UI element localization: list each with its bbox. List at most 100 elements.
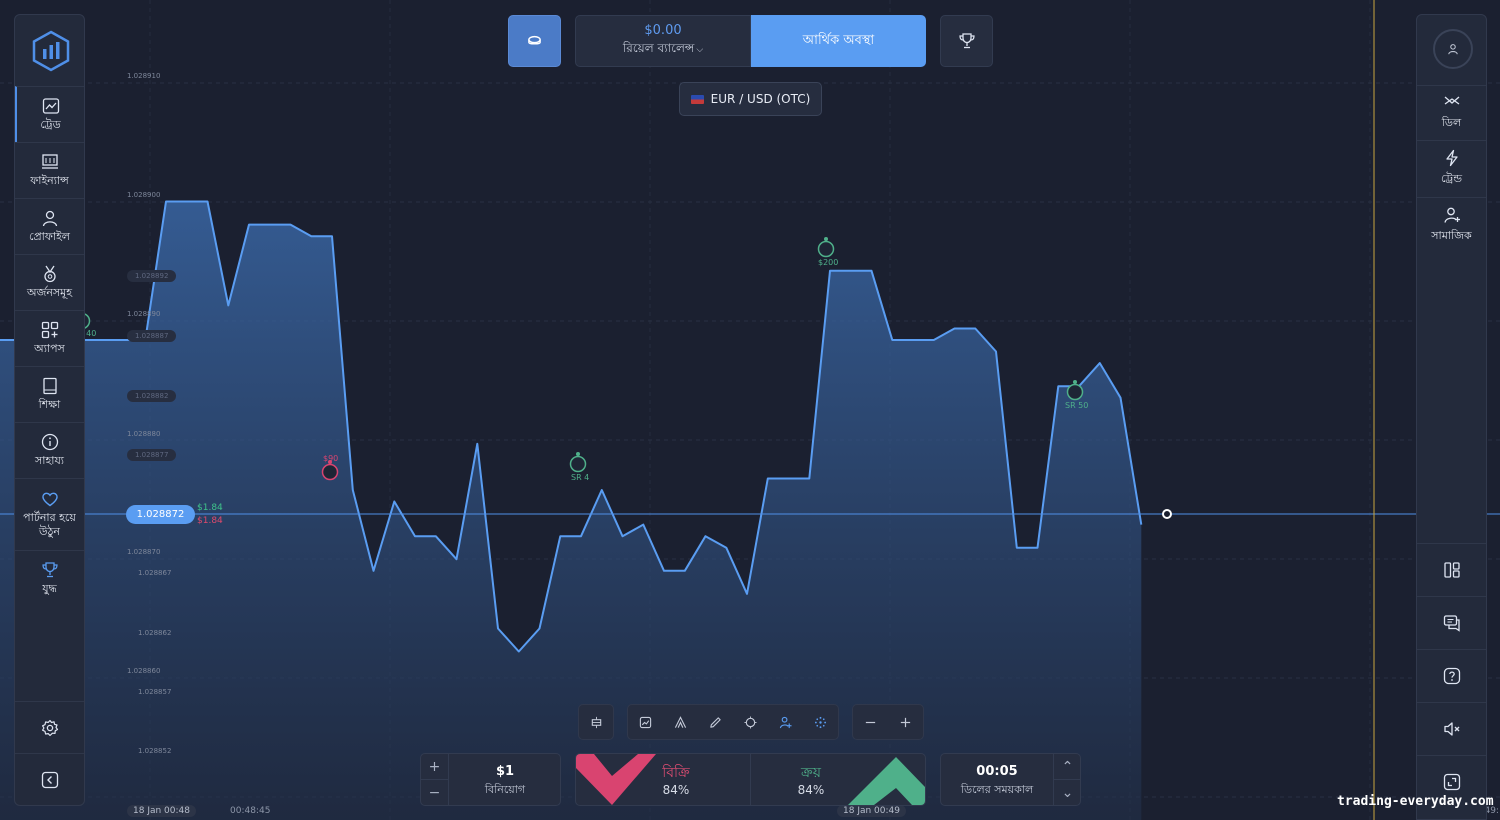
sidebar-item-apps[interactable]: অ্যাপস <box>15 310 84 366</box>
trade-marker <box>1066 380 1084 401</box>
collapse-icon <box>41 771 58 788</box>
layout-button[interactable] <box>1417 543 1486 596</box>
sell-arrow-icon <box>576 754 656 805</box>
y-axis-label: 1.028890 <box>127 310 161 318</box>
indicators-button[interactable] <box>671 712 691 732</box>
sidebar-item-trade[interactable]: ট্রেড <box>15 86 84 142</box>
sell-percent: 84% <box>662 783 690 797</box>
question-icon <box>1443 667 1460 685</box>
y-axis-pill: 1.028892 <box>127 270 177 282</box>
sidebar-item-battle[interactable]: যুদ্ধ <box>15 550 84 606</box>
plus-icon <box>900 717 911 727</box>
time-label: 18 Jan 00:49 <box>837 805 906 817</box>
candles-icon <box>591 716 601 728</box>
user-add-icon <box>779 716 792 728</box>
chart-type-group <box>578 704 614 740</box>
price-line <box>0 200 1143 653</box>
collapse-sidebar-button[interactable] <box>15 753 84 805</box>
duration-value[interactable]: 00:05 <box>976 764 1018 779</box>
chat-icon <box>1443 615 1460 632</box>
buy-percent: 84% <box>797 783 825 797</box>
sidebar-item-education[interactable]: শিক্ষা <box>15 366 84 422</box>
duration-decrease-button[interactable]: ⌄ <box>1061 784 1074 801</box>
chevron-down-icon: ⌵ <box>696 44 704 55</box>
fullscreen-button[interactable] <box>1417 755 1486 808</box>
watermark: trading-everyday.com <box>1337 794 1494 809</box>
right-item-label: ডিল <box>1441 116 1462 129</box>
sell-button[interactable]: বিক্রি 84% <box>576 754 751 805</box>
investment-value[interactable]: $1 <box>495 764 515 779</box>
area-chart-icon <box>639 716 652 728</box>
investment-stepper: + − <box>421 754 449 805</box>
sparkle-icon <box>814 716 827 728</box>
y-axis-pill: 1.028877 <box>127 449 177 461</box>
heart-icon <box>41 492 58 507</box>
loss-indicator: $1.84 <box>197 516 223 526</box>
medal-icon <box>43 265 56 283</box>
chart-tools-group <box>627 704 839 740</box>
balance-type: রিয়েল ব্যালেন্স ⌵ <box>622 40 704 55</box>
trophy-icon <box>41 562 58 578</box>
profile-icon <box>42 210 57 227</box>
support-button[interactable] <box>1417 649 1486 702</box>
quick-deposit-button[interactable] <box>508 15 561 67</box>
right-item-deals[interactable]: ডিল <box>1417 85 1486 140</box>
lightning-icon <box>1445 149 1458 167</box>
y-axis-pill: 1.028887 <box>127 330 177 342</box>
sidebar-item-label: প্রোফাইল <box>28 230 70 243</box>
trade-buttons: বিক্রি 84% ক্রয় 84% <box>575 753 926 806</box>
balance-selector[interactable]: $0.00 রিয়েল ব্যালেন্স ⌵ <box>575 15 751 67</box>
duration-box: 00:05 ডিলের সময়কাল ⌃ ⌄ <box>940 753 1081 806</box>
crosshair-button[interactable] <box>741 712 761 732</box>
investment-decrease-button[interactable]: − <box>428 784 441 801</box>
time-label: 18 Jan 00:48 <box>127 805 196 817</box>
logo-icon[interactable] <box>29 29 73 73</box>
chat-button[interactable] <box>1417 596 1486 649</box>
right-item-social[interactable]: সামাজিক <box>1417 197 1486 253</box>
zoom-out-button[interactable] <box>861 712 881 732</box>
market-sentiment-button[interactable] <box>811 712 831 732</box>
sidebar-item-partner[interactable]: পার্টনার হয়ে উঠুন <box>15 478 84 550</box>
finance-icon <box>41 154 58 169</box>
y-axis-label: 1.028860 <box>127 667 161 675</box>
marker-label: SR 4 <box>571 473 590 482</box>
settings-button[interactable] <box>15 701 84 753</box>
buy-button[interactable]: ক্রয় 84% <box>751 754 925 805</box>
right-item-trends[interactable]: ট্রেন্ড <box>1417 140 1486 197</box>
duration-increase-button[interactable]: ⌃ <box>1054 754 1081 780</box>
info-icon <box>41 433 58 451</box>
asset-pair-label: EUR / USD (OTC) <box>710 92 811 106</box>
chart-icon <box>42 98 59 114</box>
minus-icon <box>865 721 876 723</box>
sidebar-item-achievements[interactable]: অর্জনসমূহ <box>15 254 84 310</box>
sidebar-item-finance[interactable]: ফাইন্যান্স <box>15 142 84 198</box>
sidebar-item-help[interactable]: সাহায্য <box>15 422 84 478</box>
user-avatar[interactable] <box>1433 29 1473 69</box>
trophy-icon <box>958 33 975 49</box>
candles-button[interactable] <box>586 712 606 732</box>
pencil-icon <box>710 716 721 728</box>
investment-label: বিনিয়োগ <box>484 783 526 796</box>
book-icon <box>42 377 57 395</box>
y-axis-label: 1.028910 <box>127 72 161 80</box>
crosshair-icon <box>744 715 757 729</box>
social-trading-button[interactable] <box>776 712 796 732</box>
sound-button[interactable] <box>1417 702 1486 755</box>
area-chart-button[interactable] <box>636 712 656 732</box>
investment-increase-button[interactable]: + <box>421 754 448 780</box>
sidebar-item-profile[interactable]: প্রোফাইল <box>15 198 84 254</box>
sidebar-item-label: পার্টনার হয়ে উঠুন <box>23 511 76 538</box>
finance-button[interactable]: আর্থিক অবস্থা <box>751 15 926 67</box>
drawing-button[interactable] <box>706 712 726 732</box>
last-price-dot <box>1162 509 1172 519</box>
asset-selector[interactable]: EUR / USD (OTC) <box>679 82 822 116</box>
tournaments-button[interactable] <box>940 15 993 67</box>
fullscreen-icon <box>1443 773 1460 791</box>
buy-arrow-icon <box>848 757 925 805</box>
zoom-in-button[interactable] <box>896 712 916 732</box>
deals-icon <box>1444 96 1459 105</box>
sidebar-item-label: ফাইন্যান্স <box>30 174 69 187</box>
marker-label: $200 <box>818 258 839 267</box>
sell-label: বিক্রি <box>662 765 690 781</box>
